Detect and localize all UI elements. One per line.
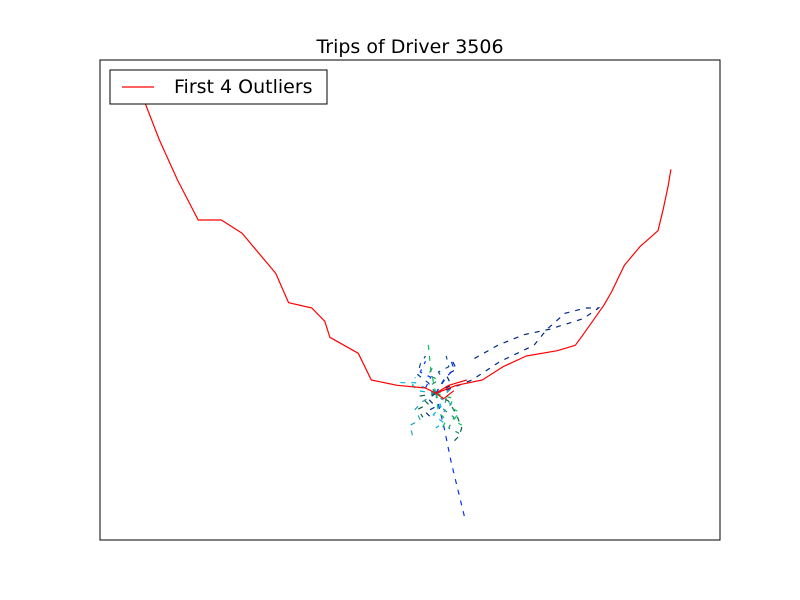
trip-line-18 <box>435 361 455 394</box>
plot-area-frame <box>99 59 721 541</box>
trip-line-12 <box>435 392 463 426</box>
legend-label-outliers: First 4 Outliers <box>174 76 313 98</box>
trip-line-9 <box>435 358 458 394</box>
trip-line-10 <box>419 361 437 394</box>
chart-title: Trips of Driver 3506 <box>315 36 503 58</box>
outliers-layer <box>130 73 672 400</box>
trip-line-13 <box>416 392 436 418</box>
outlier-line-4 <box>435 390 455 400</box>
legend-box <box>109 69 328 105</box>
outlier-line-3 <box>435 379 467 394</box>
trip-line-17 <box>424 392 437 418</box>
trip-line-8 <box>409 392 437 437</box>
trip-line-11 <box>432 393 445 429</box>
trip-line-6 <box>417 355 437 394</box>
outlier-line-2 <box>435 169 672 394</box>
trip-line-5 <box>435 392 463 445</box>
trip-line-15 <box>427 366 440 394</box>
outlier-line-1 <box>130 73 437 394</box>
trip-line-20 <box>435 393 447 431</box>
trip-line-2 <box>435 393 465 517</box>
legend: First 4 Outliers <box>109 69 328 105</box>
trip-line-16 <box>435 389 453 413</box>
trip-line-14 <box>435 355 450 394</box>
trip-line-1 <box>435 307 601 394</box>
trips-layer <box>399 307 601 517</box>
trip-line-4 <box>427 342 437 394</box>
